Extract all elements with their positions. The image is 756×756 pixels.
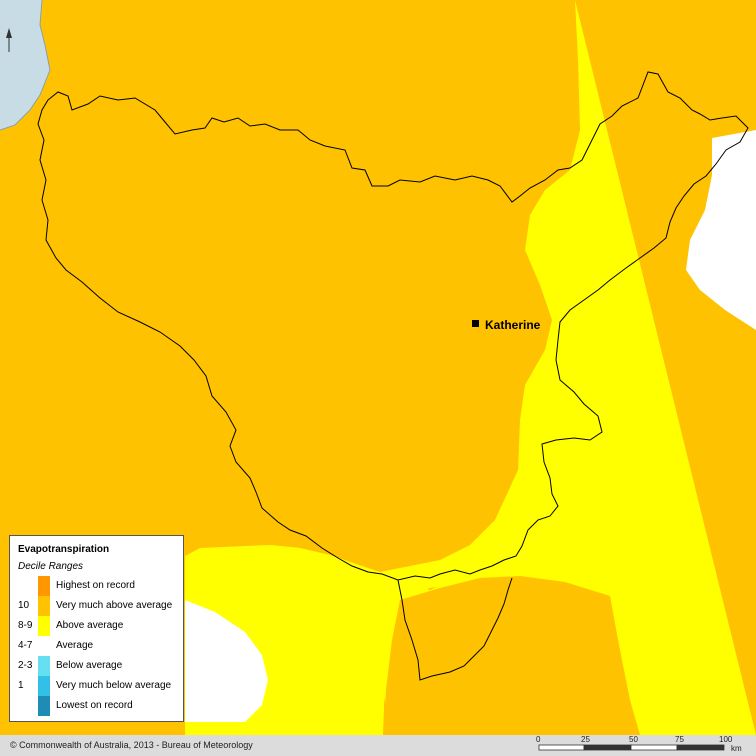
north-arrow-icon <box>6 28 12 52</box>
legend-item-label: Very much above average <box>56 600 173 611</box>
legend: Evapotranspiration Decile Ranges Highest… <box>9 535 184 722</box>
water-coast <box>0 0 51 131</box>
catchment-boundary <box>37 71 749 581</box>
scale-tick: 75 <box>675 735 684 744</box>
scale-tick: 100 <box>719 735 733 744</box>
legend-swatch <box>38 676 50 696</box>
south-catchment-boundary <box>397 577 513 681</box>
legend-swatch <box>38 696 50 716</box>
legend-item: 10 Very much above average <box>10 596 180 616</box>
region-above-average-east <box>185 0 756 735</box>
legend-swatch <box>38 576 50 596</box>
legend-item-code: 8-9 <box>18 620 33 631</box>
legend-swatch <box>38 636 50 656</box>
legend-item: 4-7 Average <box>10 636 180 656</box>
legend-item-label: Average <box>56 640 94 651</box>
legend-item: Lowest on record <box>10 696 180 716</box>
legend-item-code: 4-7 <box>18 640 33 651</box>
legend-item: Highest on record <box>10 576 180 596</box>
legend-item-code: 1 <box>18 680 24 691</box>
region-average-east <box>686 130 756 330</box>
legend-item-code: 10 <box>18 600 30 611</box>
legend-swatch <box>38 656 50 676</box>
scale-tick: 50 <box>629 735 638 744</box>
scale-tick: 25 <box>581 735 590 744</box>
scale-unit: km <box>731 744 742 753</box>
region-average-southwest <box>185 600 268 722</box>
scale-tick: 0 <box>536 735 541 744</box>
footer-bar: © Commonwealth of Australia, 2013 - Bure… <box>0 735 756 756</box>
legend-item-label: Lowest on record <box>56 700 133 711</box>
legend-title: Evapotranspiration <box>18 544 110 555</box>
scale-bar: 0 25 50 75 100 km <box>535 735 750 756</box>
legend-item: 1 Very much below average <box>10 676 180 696</box>
legend-item-label: Very much below average <box>56 680 172 691</box>
scale-bar-graphic <box>538 744 725 751</box>
legend-item: 8-9 Above average <box>10 616 180 636</box>
town-marker-icon <box>472 320 479 327</box>
legend-item: 2-3 Below average <box>10 656 180 676</box>
legend-swatch <box>38 616 50 636</box>
legend-item-label: Below average <box>56 660 123 671</box>
region-very-much-above-south <box>384 576 640 735</box>
legend-item-label: Highest on record <box>56 580 135 591</box>
town-label: Katherine <box>485 318 541 332</box>
legend-item-code: 2-3 <box>18 660 33 671</box>
copyright-text: © Commonwealth of Australia, 2013 - Bure… <box>10 740 253 750</box>
water-body <box>0 0 50 130</box>
legend-swatch <box>38 596 50 616</box>
legend-subtitle: Decile Ranges <box>18 561 84 572</box>
legend-item-label: Above average <box>56 620 124 631</box>
